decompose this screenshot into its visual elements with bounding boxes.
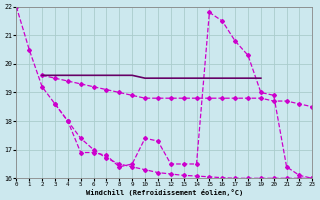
X-axis label: Windchill (Refroidissement éolien,°C): Windchill (Refroidissement éolien,°C) xyxy=(86,189,243,196)
